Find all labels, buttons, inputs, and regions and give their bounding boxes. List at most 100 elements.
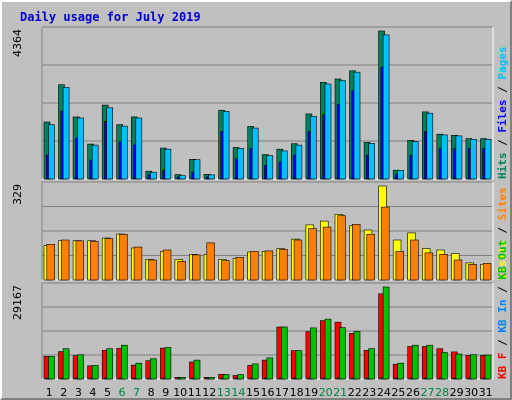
bar-pages-day-25 — [397, 170, 405, 180]
bar-pages-day-15 — [251, 127, 259, 180]
max-value-label: 4364 — [11, 29, 24, 57]
bar-sites-day-28 — [439, 254, 448, 281]
bar-sites-day-25 — [395, 251, 404, 281]
day-label-31: 31 — [479, 386, 493, 398]
legend-files: Files — [496, 100, 509, 133]
bar-kb_out-day-4 — [91, 365, 99, 380]
bar-kb_out-day-2 — [62, 348, 70, 380]
bar-kb_out-day-31 — [484, 354, 492, 380]
bar-sites-day-17 — [279, 249, 288, 281]
panel-top: 4364 Hits / Files / Pages — [11, 26, 509, 180]
day-label-7: 7 — [133, 386, 140, 398]
day-label-2: 2 — [60, 386, 67, 398]
bar-kb_out-day-27 — [426, 344, 434, 380]
bar-kb_out-day-1 — [48, 355, 55, 380]
legend-sites: Sites — [496, 187, 509, 220]
day-label-18: 18 — [290, 386, 304, 398]
bar-sites-day-27 — [424, 252, 434, 281]
bar-pages-day-10 — [179, 175, 186, 180]
bar-sites-day-20 — [322, 226, 332, 281]
bar-kb_out-day-26 — [411, 344, 419, 380]
chart-title: Daily usage for July 2019 — [20, 10, 201, 24]
bar-pages-day-5 — [106, 107, 113, 180]
bar-pages-day-13 — [222, 111, 230, 180]
bar-kb_out-day-12 — [208, 377, 215, 380]
day-label-20: 20 — [319, 386, 333, 398]
day-label-21: 21 — [333, 386, 347, 398]
bar-pages-day-29 — [455, 135, 463, 180]
bar-pages-day-24 — [382, 34, 390, 180]
bar-sites-day-31 — [482, 263, 492, 281]
bar-kb_out-day-15 — [251, 363, 259, 380]
day-label-29: 29 — [450, 386, 464, 398]
bar-kb_out-day-25 — [397, 362, 405, 380]
day-label-30: 30 — [464, 386, 478, 398]
legend-pages: Pages — [496, 47, 509, 80]
bar-sites-day-6 — [119, 234, 128, 281]
series-legend: Hits / Files / Pages — [496, 47, 509, 180]
bar-kb_out-day-13 — [222, 374, 230, 380]
bar-sites-day-23 — [366, 234, 375, 281]
bar-pages-day-28 — [440, 134, 448, 180]
day-label-17: 17 — [275, 386, 289, 398]
day-label-3: 3 — [75, 386, 82, 398]
bar-pages-day-3 — [77, 117, 84, 180]
panel-middle: 329 Visits / Sites — [11, 181, 509, 281]
bar-pages-day-11 — [193, 159, 201, 180]
bar-pages-day-7 — [135, 117, 143, 180]
day-label-15: 15 — [246, 386, 260, 398]
bar-kb_out-day-7 — [135, 362, 143, 380]
day-label-16: 16 — [261, 386, 275, 398]
bar-pages-day-16 — [266, 155, 274, 180]
legend-separator: / — [496, 220, 509, 240]
bar-sites-day-9 — [162, 249, 172, 281]
legend-visits: Visits — [496, 240, 509, 280]
day-label-8: 8 — [148, 386, 155, 398]
day-label-23: 23 — [362, 386, 376, 398]
day-label-11: 11 — [188, 386, 202, 398]
legend-separator: / — [496, 133, 509, 153]
bar-kb_out-day-24 — [382, 286, 390, 380]
day-label-25: 25 — [391, 386, 405, 398]
bar-pages-day-22 — [353, 71, 361, 180]
bar-sites-day-8 — [148, 259, 157, 281]
bar-kb_out-day-6 — [121, 344, 128, 380]
series-legend: Visits / Sites — [496, 187, 509, 280]
day-label-13: 13 — [217, 386, 231, 398]
legend-kb_out: KB Out — [496, 240, 509, 280]
bar-kb_out-day-3 — [77, 354, 84, 380]
day-label-9: 9 — [162, 386, 169, 398]
bar-kb_out-day-23 — [368, 348, 375, 380]
bar-sites-day-16 — [264, 250, 274, 281]
series-legend: KB F / KB In / KB Out — [496, 240, 509, 379]
bar-sites-day-7 — [133, 246, 143, 281]
legend-separator: / — [496, 80, 509, 100]
bar-sites-day-3 — [75, 240, 85, 281]
day-label-27: 27 — [421, 386, 435, 398]
day-label-26: 26 — [406, 386, 420, 398]
legend-separator: / — [496, 280, 509, 300]
bar-kb_out-day-22 — [353, 331, 361, 380]
bar-kb_out-day-21 — [339, 327, 346, 380]
bar-pages-day-17 — [280, 150, 288, 180]
bar-sites-day-10 — [177, 261, 186, 281]
bar-pages-day-2 — [62, 87, 70, 180]
bar-sites-day-2 — [60, 239, 70, 281]
bar-pages-day-18 — [295, 144, 303, 180]
bar-sites-day-21 — [337, 215, 346, 281]
bar-pages-day-19 — [310, 116, 317, 180]
bar-kb_out-day-16 — [266, 357, 274, 380]
bar-sites-day-22 — [351, 224, 361, 281]
bar-kb_out-day-29 — [455, 353, 463, 380]
bar-kb_out-day-20 — [324, 318, 332, 380]
legend-kb_in: KB In — [496, 300, 509, 333]
day-label-14: 14 — [231, 386, 245, 398]
day-label-24: 24 — [377, 386, 391, 398]
bar-pages-day-30 — [470, 139, 477, 180]
bar-pages-day-8 — [150, 171, 157, 180]
bar-kb_out-day-9 — [164, 347, 172, 380]
bar-pages-day-20 — [324, 83, 332, 180]
max-value-label: 29167 — [11, 285, 24, 320]
